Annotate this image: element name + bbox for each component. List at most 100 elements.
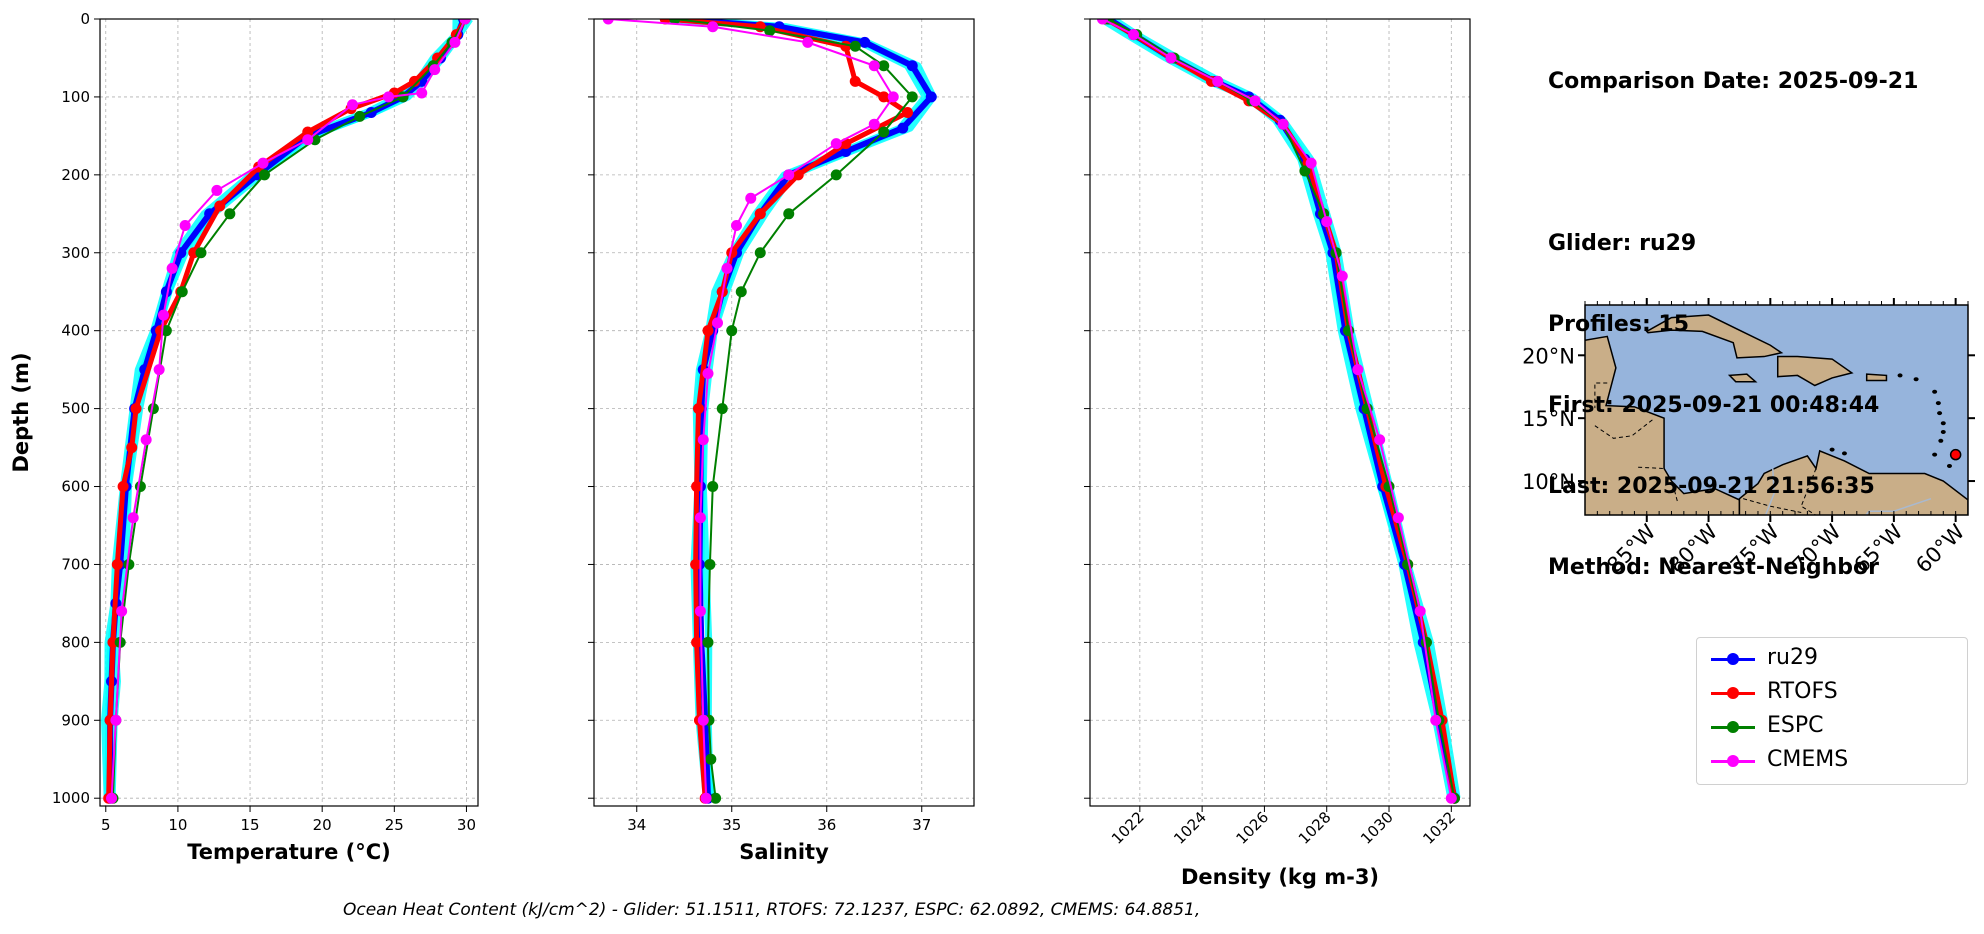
plot-area [1096,19,1461,804]
series-point-cmems [211,184,223,196]
x-tick-label: 1026 [1233,808,1273,848]
series-point-cmems [1165,52,1177,64]
series-point-cmems [1212,75,1224,87]
axes-frame [99,18,479,807]
x-axis-label: Salinity [739,840,829,864]
legend-marker [1727,687,1739,699]
x-tick-label: 25 [385,816,404,834]
country-border [1743,498,1802,513]
land-central-america [1585,335,1741,515]
y-tick-label: 900 [61,711,90,729]
map-lat-label: 20°N [1522,344,1575,368]
x-axis-label: Temperature (°C) [187,840,390,864]
legend: ru29 RTOFS ESPC CMEMS [1696,637,1968,785]
series-point-rtofs [111,558,123,570]
island [1938,438,1944,443]
legend-label: ru29 [1767,645,1818,670]
island [1940,430,1946,435]
series-point-cmems [602,19,614,25]
ohc-text: Ocean Heat Content (kJ/cm^2) - Glider: 5… [343,900,1201,920]
series-line-rtofs [665,19,910,799]
map-land-group [1585,314,1968,515]
y-tick-label: 0 [80,10,90,28]
axes-frame [1089,18,1471,807]
series-point-cmems [694,512,706,524]
series-point-rtofs [754,208,766,220]
series-point-espc [258,169,270,181]
series-point-cmems [302,134,314,146]
series-line-espc [674,19,914,799]
series-point-espc [160,325,172,337]
last-time: Last: 2025-09-21 21:56:35 [1548,474,1875,499]
series-point-espc [726,325,738,337]
series-point-espc [849,40,861,52]
axes-frame [593,18,975,807]
series-point-cmems [116,605,128,617]
series-point-rtofs [849,75,861,87]
glider-profile-cloud [1107,19,1457,799]
first-time: First: 2025-09-21 00:48:44 [1548,393,1880,418]
series-point-cmems [429,64,441,76]
x-tick-label: 10 [168,816,187,834]
series-point-cmems [1374,434,1386,446]
y-axis-label: Depth (m) [9,352,33,472]
series-point-cmems [745,192,757,204]
series-point-rtofs [117,481,129,493]
y-tick-label: 200 [61,166,90,184]
island [1841,451,1847,456]
series-point-espc [134,481,146,493]
legend-item-espc: ESPC [1697,710,1967,744]
x-axis-label: Density (kg m-3) [1181,865,1379,889]
series-point-cmems [1430,714,1442,726]
series-point-rtofs [214,200,226,212]
series-point-cmems [106,792,118,804]
x-tick-label: 15 [240,816,259,834]
series-point-cmems [697,714,709,726]
series-point-espc [704,558,716,570]
series-point-rtofs [702,325,714,337]
river [1764,468,1775,515]
series-point-cmems [1392,512,1404,524]
series-point-espc [878,126,890,138]
map-lat-label: 10°N [1522,470,1575,494]
comparison-date: Comparison Date: 2025-09-21 [1548,69,1919,94]
series-point-espc [705,753,717,765]
land-jamaica [1727,373,1758,383]
land-hispaniola [1776,355,1854,387]
series-point-espc [783,208,795,220]
country-border [1672,483,1679,503]
x-tick-label: 35 [722,816,741,834]
series-point-rtofs [302,126,314,138]
series-point-cmems [887,91,899,103]
land-cuba [1645,314,1784,359]
legend-item-rtofs: RTOFS [1697,676,1967,710]
series-point-espc [702,636,714,648]
x-tick-label: 1032 [1419,808,1459,848]
series-point-espc [397,91,409,103]
country-border [1594,419,1654,439]
legend-item-cmems: CMEMS [1697,744,1967,778]
series-point-cmems [1414,605,1426,617]
series-point-espc [906,91,918,103]
island [1897,373,1903,378]
series-point-cmems [702,368,714,380]
series-point-cmems [712,317,723,329]
series-point-ru29 [859,36,871,48]
series-point-cmems [830,138,842,150]
series-point-espc [1420,636,1432,648]
series-point-cmems [383,91,395,103]
series-point-cmems [1352,364,1364,376]
series-point-ru29 [897,122,909,134]
legend-marker [1727,721,1739,733]
series-point-cmems [707,21,719,33]
legend-label: CMEMS [1767,747,1849,772]
profile-count: Profiles: 15 [1548,312,1690,337]
island [1913,377,1919,382]
y-tick-label: 100 [61,88,90,106]
method: Method: Nearest-Neighbor [1548,555,1879,580]
series-point-cmems [166,262,178,274]
series-point-cmems [179,219,191,231]
island [1937,411,1943,416]
series-point-espc [830,169,842,181]
legend-item-ru29: ru29 [1697,642,1967,676]
